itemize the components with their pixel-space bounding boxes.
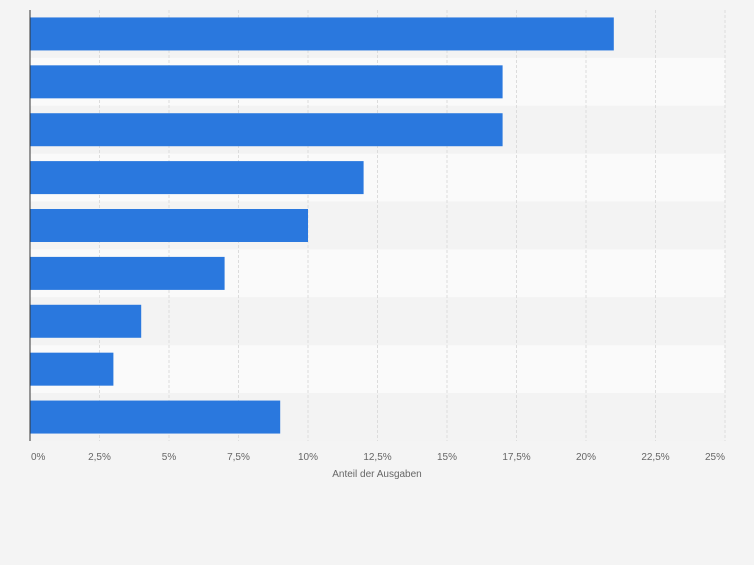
- x-tick-label: 25%: [705, 452, 725, 463]
- x-axis-label: Anteil der Ausgaben: [332, 469, 422, 480]
- bar: [30, 304, 142, 338]
- x-tick-label: 7,5%: [227, 452, 250, 463]
- bar: [30, 209, 308, 242]
- bar: [30, 65, 503, 99]
- bar: [30, 256, 225, 290]
- x-tick-label: 17,5%: [502, 452, 530, 463]
- bar: [30, 161, 364, 195]
- bars: [30, 17, 614, 434]
- bar: [30, 113, 503, 147]
- x-tick-label: 15%: [437, 452, 457, 463]
- x-tick-label: 22,5%: [641, 452, 669, 463]
- x-tick-labels: 0% 2,5% 5% 7,5% 10% 12,5% 15% 17,5% 20% 22,5% 25%: [31, 452, 725, 463]
- x-tick-label: 5%: [162, 452, 177, 463]
- x-tick-label: 20%: [576, 452, 596, 463]
- x-tick-label: 12,5%: [363, 452, 391, 463]
- bar: [30, 352, 114, 386]
- x-tick-label: 10%: [298, 452, 318, 463]
- x-tick-label: 0%: [31, 452, 46, 463]
- x-tick-label: 2,5%: [88, 452, 111, 463]
- bar: [30, 400, 281, 434]
- bar: [30, 17, 614, 51]
